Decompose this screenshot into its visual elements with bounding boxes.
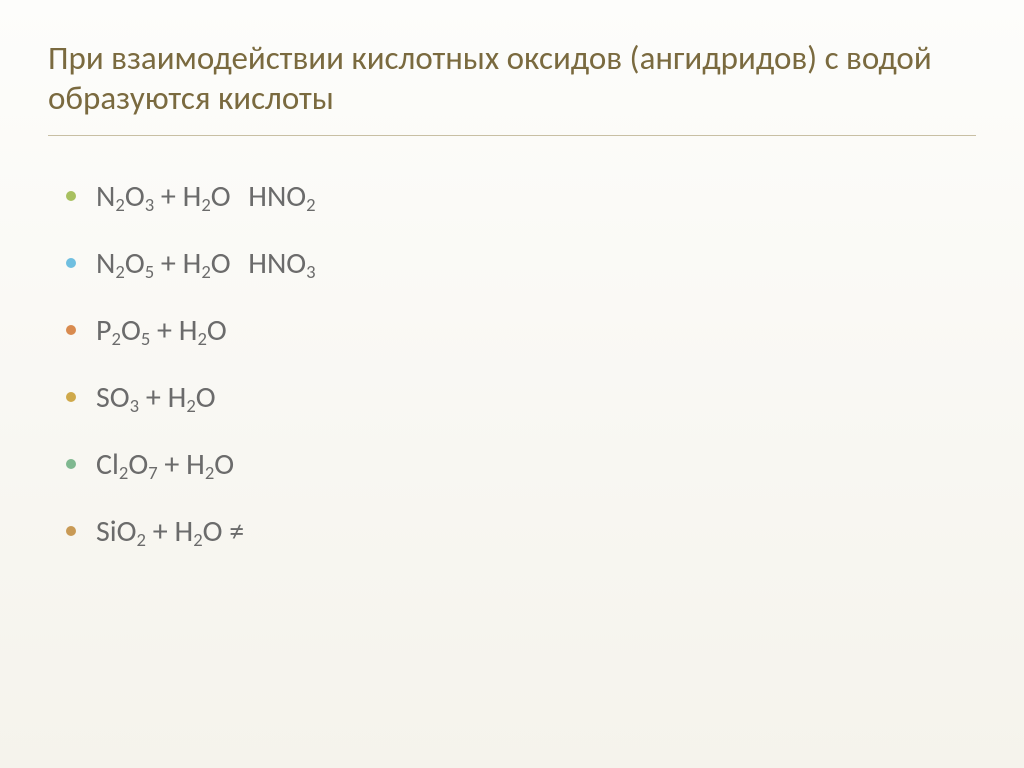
equation-formula: Cl2O7 + H2O [96, 446, 245, 483]
equation-formula: P2O5 + H2O [96, 312, 238, 349]
equation-line: SiO2 + H2O ≠ [66, 513, 976, 550]
equation-line: Cl2O7 + H2O [66, 446, 976, 483]
bullet-icon [66, 459, 76, 469]
equation-formula: N2O5 + H2O HNO3 [96, 245, 316, 282]
equation-formula: SO3 + H2O [96, 379, 226, 416]
equation-line: N2O5 + H2O HNO3 [66, 245, 976, 282]
slide: При взаимодействии кислотных оксидов (ан… [0, 0, 1024, 768]
equation-line: N2O3 + H2O HNO2 [66, 178, 976, 215]
equation-formula: N2O3 + H2O HNO2 [96, 178, 316, 215]
bullet-icon [66, 392, 76, 402]
equation-formula: SiO2 + H2O ≠ [96, 513, 244, 550]
slide-title: При взаимодействии кислотных оксидов (ан… [48, 38, 976, 136]
slide-body: N2O3 + H2O HNO2 N2O5 + H2O HNO3 P2O5 + H2O… [48, 178, 976, 550]
equation-line: SO3 + H2O [66, 379, 976, 416]
bullet-icon [66, 258, 76, 268]
equation-line: P2O5 + H2O [66, 312, 976, 349]
bullet-icon [66, 325, 76, 335]
bullet-icon [66, 526, 76, 536]
bullet-icon [66, 191, 76, 201]
